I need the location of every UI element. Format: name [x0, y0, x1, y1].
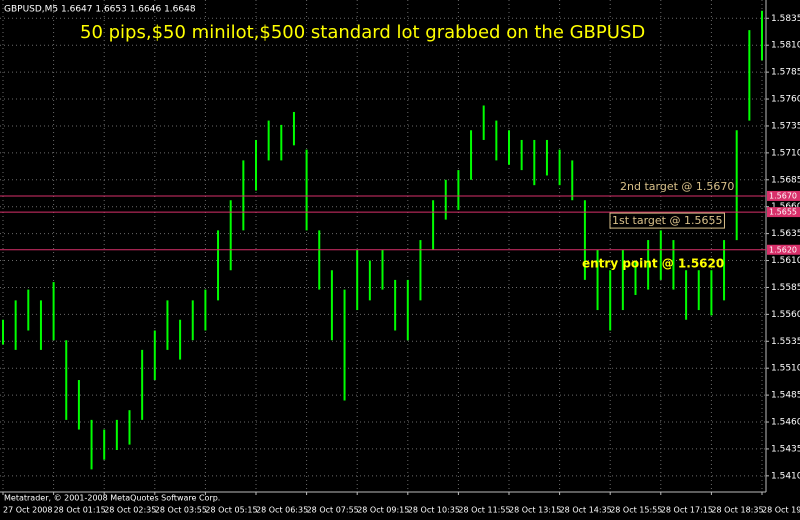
- x-tick-label: 28 Oct 09:15: [357, 506, 409, 515]
- y-tick-label: 1.5485: [771, 391, 800, 401]
- x-tick-label: 28 Oct 17:15: [661, 506, 713, 515]
- x-tick-label: 28 Oct 11:55: [458, 506, 510, 515]
- x-tick-label: 28 Oct 01:15: [54, 506, 106, 515]
- x-tick-label: 28 Oct 06:35: [256, 506, 308, 515]
- symbol-header: GBPUSD,M5 1.6647 1.6653 1.6646 1.6648: [4, 5, 196, 15]
- level-label-box: [767, 190, 800, 201]
- x-tick-label: 28 Oct 10:35: [408, 506, 460, 515]
- y-tick-label: 1.5560: [771, 310, 800, 320]
- annotation: 2nd target @ 1.5670: [620, 180, 734, 193]
- level-label: 1.5620: [769, 245, 797, 254]
- y-tick-label: 1.5685: [771, 175, 800, 185]
- annotation: 1st target @ 1.5655: [612, 214, 722, 227]
- y-tick-label: 1.5735: [771, 121, 800, 131]
- y-tick-label: 1.5760: [771, 95, 800, 105]
- x-tick-label: 28 Oct 14:35: [560, 506, 612, 515]
- y-tick-label: 1.5535: [771, 337, 800, 347]
- y-tick-label: 1.5785: [771, 68, 800, 78]
- level-label: 1.5670: [769, 191, 797, 200]
- y-tick-label: 1.5510: [771, 364, 800, 374]
- annotation: entry point @ 1.5620: [582, 256, 724, 270]
- x-tick-label: 28 Oct 18:35: [711, 506, 763, 515]
- y-tick-label: 1.5710: [771, 148, 800, 158]
- y-tick-label: 1.5835: [771, 14, 800, 24]
- x-tick-label: 28 Oct 03:55: [155, 506, 207, 515]
- y-tick-label: 1.5585: [771, 283, 800, 293]
- y-tick-label: 1.5635: [771, 229, 800, 239]
- y-tick-label: 1.5435: [771, 444, 800, 454]
- x-tick-label: 28 Oct 19:55: [762, 506, 800, 515]
- x-tick-label: 28 Oct 02:35: [104, 506, 156, 515]
- y-tick-label: 1.5810: [771, 41, 800, 51]
- level-label: 1.5655: [769, 208, 797, 217]
- chart-title: 50 pips,$50 minilot,$500 standard lot gr…: [80, 22, 645, 43]
- x-tick-label: 28 Oct 13:15: [509, 506, 561, 515]
- y-tick-label: 1.5460: [771, 418, 800, 428]
- x-tick-label: 28 Oct 15:55: [610, 506, 662, 515]
- footer: Metatrader, © 2001-2008 MetaQuotes Softw…: [4, 494, 220, 503]
- y-tick-label: 1.5610: [771, 256, 800, 266]
- y-tick-label: 1.5410: [771, 471, 800, 481]
- overlay: 1.5670 1.5655 1.5620 2nd target @ 1.5670 1st…: [0, 180, 800, 270]
- x-tick-label: 27 Oct 2008: [3, 506, 52, 515]
- level-label-box: [767, 207, 800, 218]
- x-tick-label: 28 Oct 07:55: [307, 506, 359, 515]
- annotation-box: [609, 212, 725, 229]
- x-tick-label: 28 Oct 05:15: [205, 506, 257, 515]
- level-label-box: [767, 244, 800, 255]
